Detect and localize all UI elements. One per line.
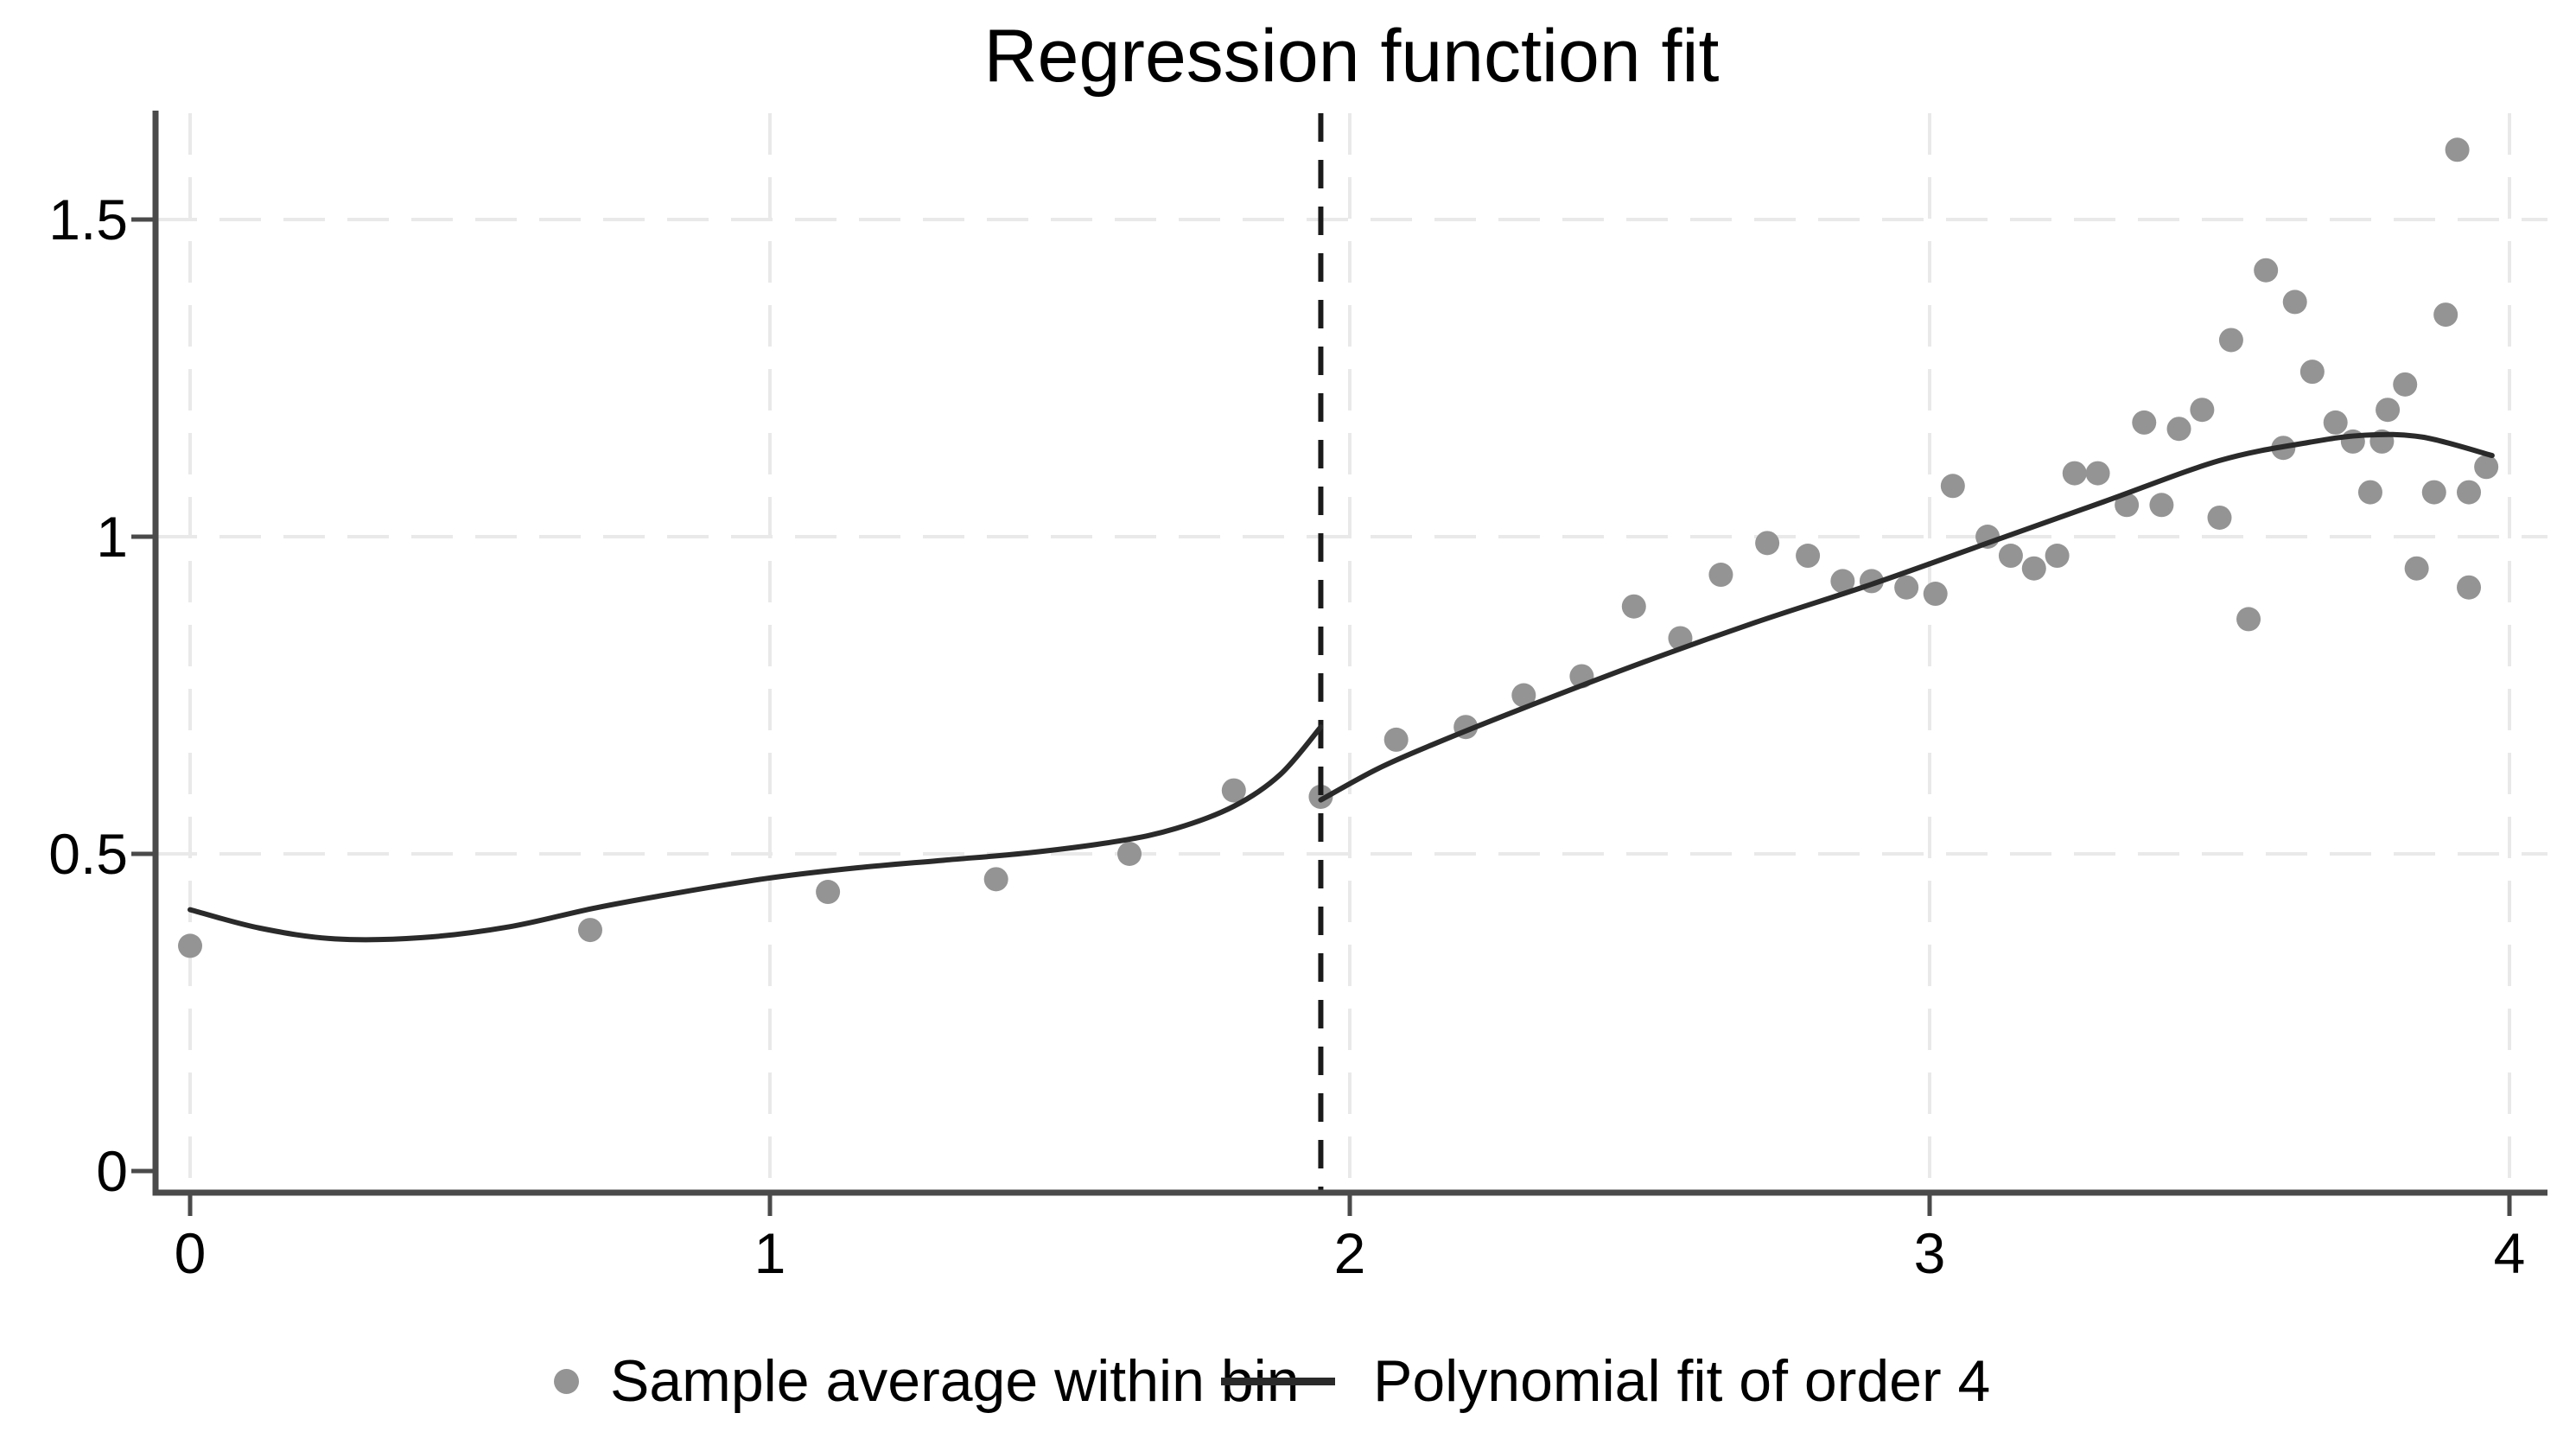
chart-title: Regression function fit [983, 15, 1720, 98]
axes [131, 111, 2547, 1216]
y-tick-label: 0.5 [48, 822, 128, 886]
legend-item-polynomial-fit: Polynomial fit of order 4 [1221, 1338, 1990, 1424]
scatter-marker-icon [554, 1368, 579, 1394]
x-tick-label: 1 [754, 1221, 786, 1285]
x-tick-label: 4 [2493, 1221, 2526, 1285]
x-tick-label: 3 [1913, 1221, 1946, 1285]
scatter-points [178, 137, 2499, 958]
polynomial-fit-line [188, 431, 2495, 943]
y-tick-label: 0 [96, 1139, 128, 1203]
x-tick-label: 2 [1333, 1221, 1366, 1285]
legend-label-line: Polynomial fit of order 4 [1373, 1348, 1991, 1414]
legend: Sample average within bin Polynomial fit… [0, 1338, 2576, 1424]
line-marker-icon [1221, 1377, 1335, 1385]
legend-label-scatter: Sample average within bin [610, 1348, 1300, 1414]
y-tick-label: 1.5 [48, 188, 128, 251]
gridlines [156, 113, 2547, 1193]
legend-item-sample-average: Sample average within bin [554, 1338, 1300, 1424]
x-tick-label: 0 [174, 1221, 207, 1285]
y-tick-label: 1 [96, 505, 128, 569]
